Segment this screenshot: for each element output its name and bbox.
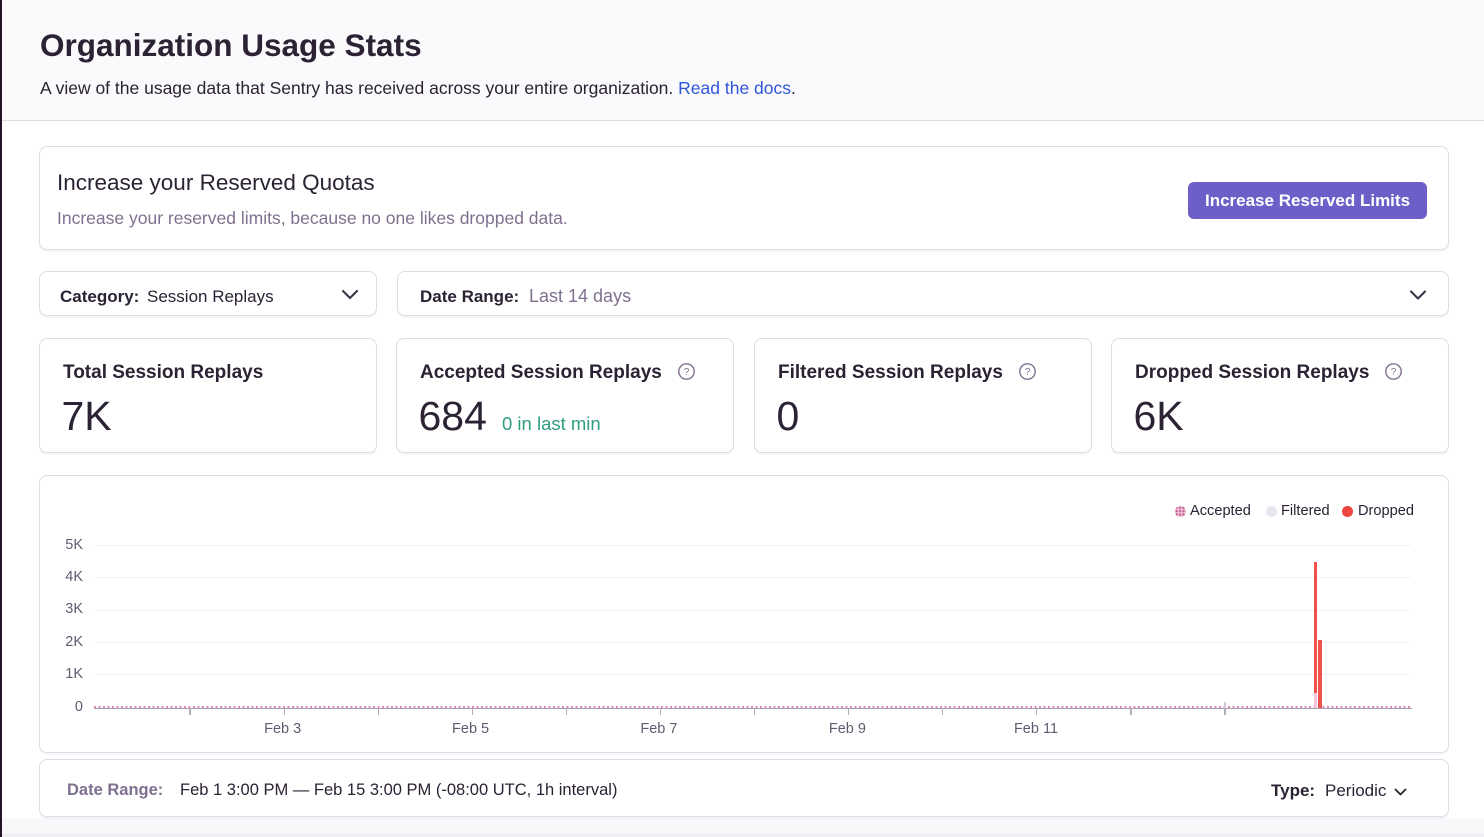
svg-text:?: ?	[1025, 367, 1031, 378]
svg-text:?: ?	[1391, 367, 1397, 378]
svg-text:?: ?	[684, 367, 690, 378]
